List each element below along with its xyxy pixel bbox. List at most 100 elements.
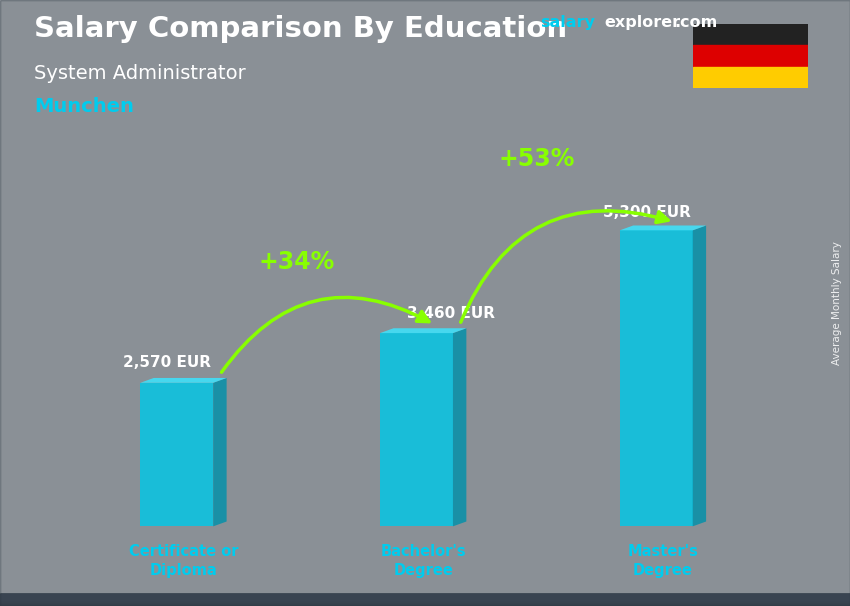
Bar [0, 600, 850, 606]
Bar [0, 599, 850, 605]
Bar [0, 599, 850, 605]
Bar [0, 594, 850, 601]
Bar [0, 599, 850, 605]
Bar [0, 596, 850, 602]
Bar [0, 598, 850, 604]
Bar [0, 594, 850, 601]
Bar [0, 594, 850, 600]
Text: 2,570 EUR: 2,570 EUR [123, 355, 211, 370]
Polygon shape [140, 378, 227, 383]
Bar [0, 598, 850, 604]
Bar [0, 596, 850, 602]
Text: explorer: explorer [604, 15, 681, 30]
Bar [0, 599, 850, 605]
Bar [0, 594, 850, 601]
Bar [0, 600, 850, 606]
Bar [0, 596, 850, 602]
Bar [0, 597, 850, 603]
Bar [0, 599, 850, 605]
Text: +53%: +53% [498, 147, 575, 171]
Bar [0, 594, 850, 601]
Bar [0, 599, 850, 605]
Bar [0, 598, 850, 604]
Polygon shape [620, 225, 706, 230]
Polygon shape [213, 378, 227, 527]
Bar [0, 595, 850, 601]
Bar [0, 598, 850, 604]
Bar [0, 598, 850, 604]
Bar [0, 599, 850, 605]
Bar [0, 596, 850, 602]
Bar [0, 595, 850, 601]
Bar [0, 596, 850, 602]
Bar [0, 597, 850, 603]
Bar [0, 599, 850, 605]
Text: +34%: +34% [258, 250, 335, 275]
Bar [0, 596, 850, 602]
Bar [0, 594, 850, 601]
Bar [0, 600, 850, 606]
Bar [0, 594, 850, 601]
Bar [0, 595, 850, 601]
Bar [0, 594, 850, 600]
Text: 5,300 EUR: 5,300 EUR [603, 205, 690, 220]
Bar [0, 598, 850, 604]
Bar [693, 67, 808, 88]
Bar [0, 596, 850, 602]
Bar [0, 598, 850, 604]
Bar [0, 596, 850, 602]
Bar [0, 594, 850, 601]
Bar [0, 595, 850, 601]
Bar [0, 594, 850, 600]
Bar [0, 595, 850, 601]
Bar [0, 598, 850, 604]
Text: .com: .com [674, 15, 717, 30]
Text: Average Monthly Salary: Average Monthly Salary [832, 241, 842, 365]
Bar [0, 598, 850, 604]
Bar [0, 598, 850, 604]
Bar [0, 599, 850, 605]
Bar [0, 598, 850, 604]
Bar [0, 598, 850, 604]
Bar [0, 596, 850, 602]
Bar [0, 598, 850, 604]
Bar [0, 597, 850, 603]
Bar [0, 595, 850, 601]
Bar [0, 594, 850, 601]
Bar [0, 599, 850, 605]
Bar [0, 599, 850, 605]
Bar [0, 600, 850, 606]
Polygon shape [693, 225, 706, 527]
Polygon shape [140, 383, 213, 527]
Bar [0, 595, 850, 601]
Bar [0, 596, 850, 602]
Bar [0, 598, 850, 604]
Bar [693, 45, 808, 67]
Text: Salary Comparison By Education: Salary Comparison By Education [34, 15, 567, 43]
Bar [0, 597, 850, 603]
Bar [0, 596, 850, 602]
Bar [0, 595, 850, 601]
Text: Bachelor's
Degree: Bachelor's Degree [381, 544, 466, 579]
Bar [0, 598, 850, 604]
Bar [0, 595, 850, 601]
Bar [693, 24, 808, 45]
Bar [0, 599, 850, 605]
Bar [0, 599, 850, 605]
Bar [0, 598, 850, 604]
Bar [0, 599, 850, 605]
Bar [0, 596, 850, 602]
Bar [0, 596, 850, 602]
Bar [0, 597, 850, 603]
Text: Munchen: Munchen [34, 97, 133, 116]
Text: 3,460 EUR: 3,460 EUR [407, 305, 495, 321]
Text: salary: salary [540, 15, 595, 30]
Polygon shape [453, 328, 467, 527]
Bar [0, 596, 850, 602]
Bar [0, 598, 850, 604]
Bar [0, 596, 850, 602]
Bar [0, 599, 850, 605]
Bar [0, 596, 850, 602]
Bar [0, 595, 850, 601]
Text: Certificate or
Diploma: Certificate or Diploma [128, 544, 238, 579]
